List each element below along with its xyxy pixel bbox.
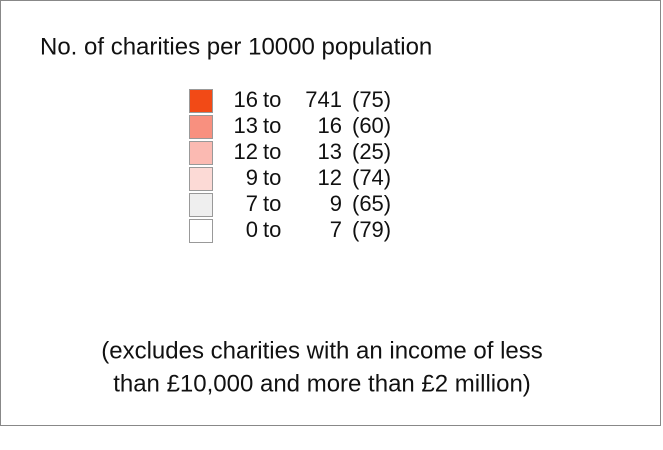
range-high: 12 (318, 165, 342, 190)
legend-swatch (189, 167, 213, 191)
range-high: 16 (318, 113, 342, 138)
range-low: 9 (246, 165, 258, 190)
range-to: to (263, 217, 281, 242)
range-count: (75) (352, 87, 391, 112)
range-high: 741 (305, 87, 342, 112)
legend-title: No. of charities per 10000 population (40, 33, 432, 60)
range-low: 13 (234, 113, 258, 138)
legend-swatch (189, 115, 213, 139)
range-to: to (263, 191, 281, 216)
range-low: 16 (234, 87, 258, 112)
range-count: (74) (352, 165, 391, 190)
range-to: to (263, 87, 281, 112)
range-high: 7 (330, 217, 342, 242)
legend-frame (0, 0, 661, 426)
legend-note: than £10,000 and more than £2 million) (113, 370, 531, 397)
range-count: (25) (352, 139, 391, 164)
legend-note: (excludes charities with an income of le… (101, 337, 543, 364)
range-to: to (263, 113, 281, 138)
legend-swatch (189, 193, 213, 217)
range-to: to (263, 139, 281, 164)
range-to: to (263, 165, 281, 190)
range-high: 13 (318, 139, 342, 164)
range-low: 0 (246, 217, 258, 242)
legend-swatch (189, 89, 213, 113)
range-count: (60) (352, 113, 391, 138)
range-high: 9 (330, 191, 342, 216)
range-low: 12 (234, 139, 258, 164)
legend-swatch (189, 219, 213, 243)
legend-swatch (189, 141, 213, 165)
range-low: 7 (246, 191, 258, 216)
range-count: (79) (352, 217, 391, 242)
range-count: (65) (352, 191, 391, 216)
